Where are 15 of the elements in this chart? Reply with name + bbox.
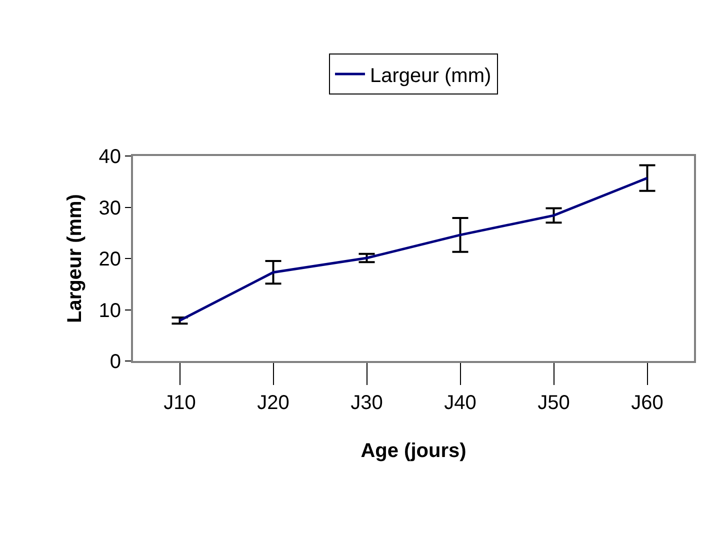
x-tick-label: J40 (444, 392, 476, 414)
x-tick-label: J50 (538, 392, 570, 414)
y-tick-label: 0 (110, 351, 121, 373)
legend-label: Largeur (mm) (370, 64, 492, 87)
line-series (178, 176, 648, 322)
y-tick-label: 10 (98, 300, 121, 322)
y-tick-label: 20 (98, 248, 121, 270)
x-tick-label: J60 (631, 392, 664, 414)
x-tick-label: J30 (350, 392, 383, 414)
y-axis-title: Largeur (mm) (64, 194, 86, 323)
y-tick-label: 30 (98, 197, 121, 220)
x-tick-label: J20 (257, 392, 290, 414)
x-axis-title: Age (jours) (360, 440, 466, 462)
x-tick-label: J10 (164, 392, 196, 414)
y-tick-label: 40 (98, 146, 121, 168)
